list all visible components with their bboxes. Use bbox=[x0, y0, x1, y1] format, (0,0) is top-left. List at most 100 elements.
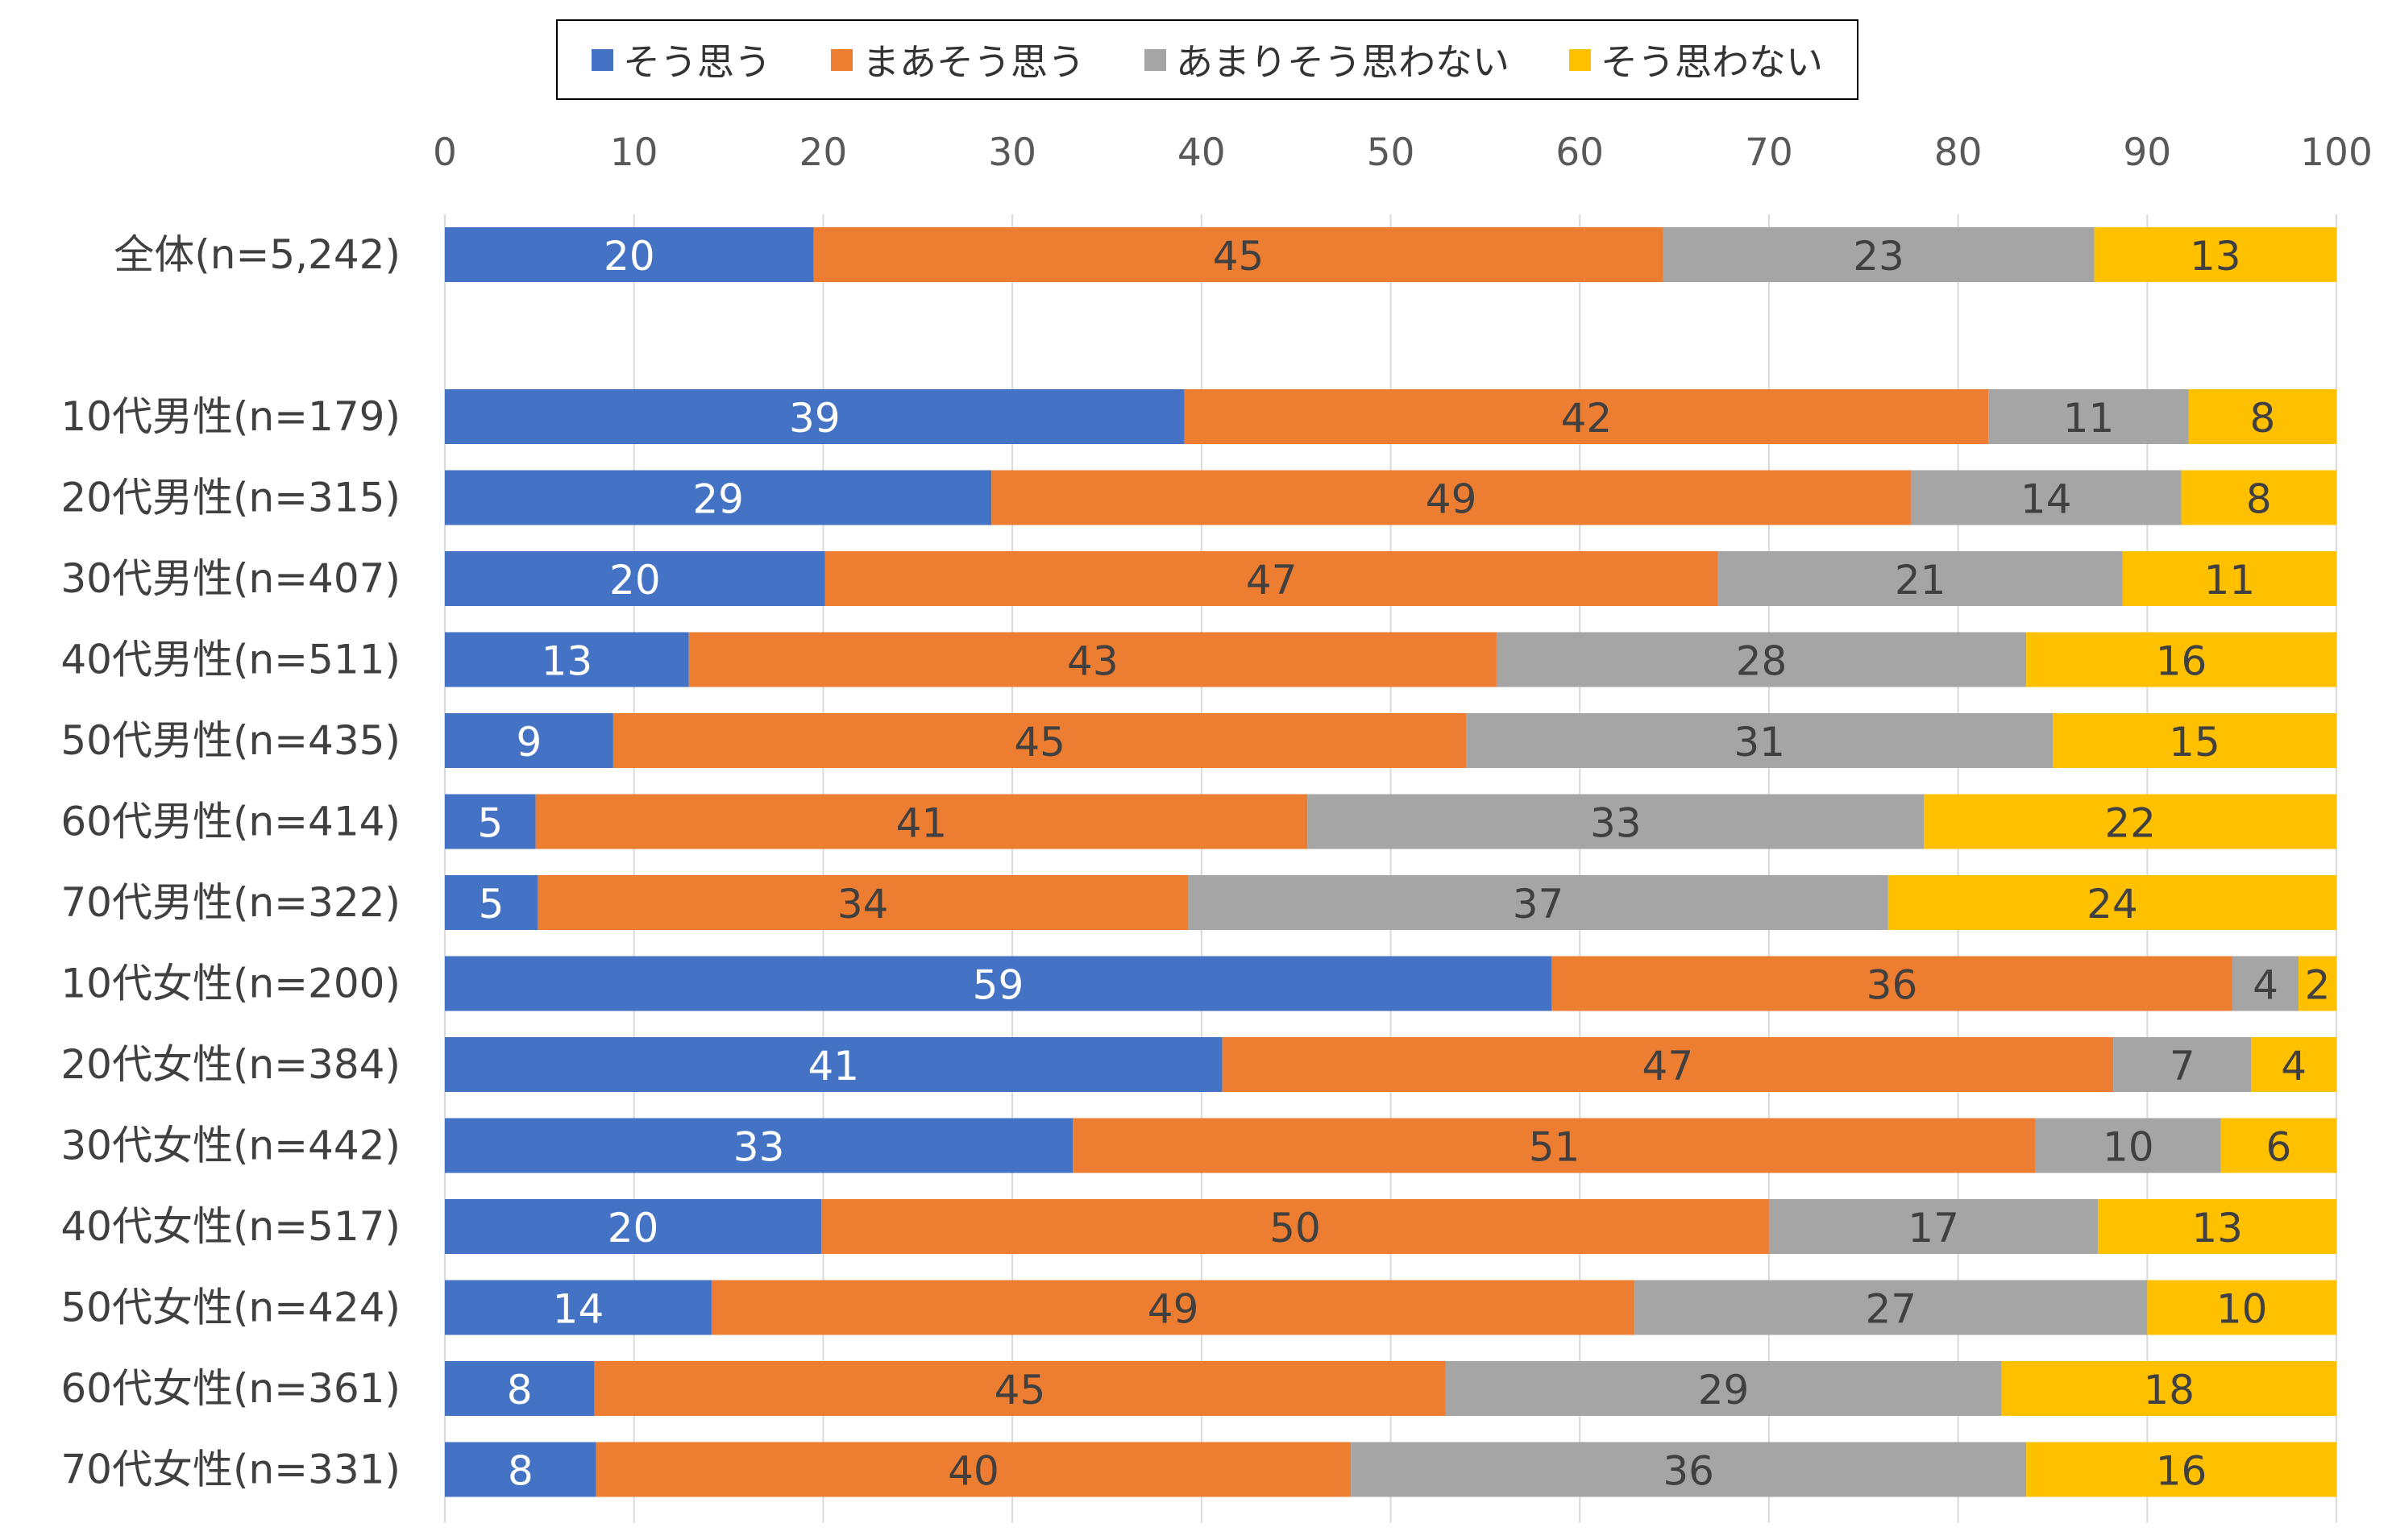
data-label: 24 bbox=[2087, 881, 2138, 928]
data-label: 47 bbox=[1246, 557, 1298, 604]
data-label: 15 bbox=[2169, 719, 2220, 766]
data-label: 49 bbox=[1148, 1286, 1199, 1333]
category-label: 10代男性(n=179) bbox=[60, 393, 401, 440]
bar-segment bbox=[535, 794, 1308, 849]
data-label: 31 bbox=[1734, 719, 1785, 766]
bar-segment bbox=[613, 713, 1467, 768]
data-label: 16 bbox=[2156, 638, 2207, 685]
bar-segment bbox=[1445, 1361, 2002, 1416]
data-label: 23 bbox=[1853, 233, 1904, 280]
x-tick-label: 90 bbox=[2123, 131, 2171, 175]
data-label: 14 bbox=[553, 1286, 604, 1333]
bar-segment bbox=[1910, 470, 2182, 525]
category-label: 70代男性(n=322) bbox=[60, 879, 401, 926]
data-label: 7 bbox=[2170, 1043, 2195, 1090]
bar-segment bbox=[1307, 794, 1925, 849]
bar-segment bbox=[445, 1199, 822, 1254]
bar-segment bbox=[1188, 875, 1888, 930]
data-label: 34 bbox=[837, 881, 889, 928]
data-label: 17 bbox=[1908, 1205, 1959, 1252]
data-label: 29 bbox=[692, 476, 744, 523]
data-label: 5 bbox=[479, 881, 505, 928]
data-label: 10 bbox=[2216, 1286, 2268, 1333]
bar-segment bbox=[538, 875, 1189, 930]
bars bbox=[445, 227, 2336, 1497]
data-label: 11 bbox=[2063, 395, 2115, 442]
legend-swatch-series-4 bbox=[1569, 48, 1591, 71]
legend-label-series-2: まあそう思う bbox=[862, 40, 1085, 84]
chart-legend: そう思う まあそう思う あまりそう思わない そう思わない bbox=[556, 19, 1858, 100]
bar-segment bbox=[445, 956, 1551, 1011]
bar-segment bbox=[596, 1442, 1352, 1497]
category-label: 40代男性(n=511) bbox=[60, 637, 401, 683]
bar-segment bbox=[445, 713, 613, 768]
data-label: 22 bbox=[2104, 800, 2156, 847]
data-label: 8 bbox=[2250, 395, 2276, 442]
data-label: 2 bbox=[2305, 962, 2331, 1009]
bar-segment bbox=[2220, 1118, 2336, 1173]
bar-segment bbox=[445, 470, 992, 525]
x-tick-label: 30 bbox=[988, 131, 1036, 175]
bar-segment bbox=[445, 227, 814, 282]
data-label: 50 bbox=[1269, 1205, 1321, 1252]
data-label: 40 bbox=[948, 1448, 999, 1495]
data-label: 21 bbox=[1895, 557, 1946, 604]
bar-segment bbox=[1717, 551, 2123, 606]
category-label: 全体(n=5,242) bbox=[114, 231, 401, 278]
category-label: 50代女性(n=424) bbox=[60, 1285, 401, 1331]
x-axis-ticks: 0 10 20 30 40 50 60 70 80 90 100 bbox=[433, 131, 2373, 175]
bar-segment bbox=[2232, 956, 2299, 1011]
bar-segment bbox=[2299, 956, 2336, 1011]
category-label: 40代女性(n=517) bbox=[60, 1203, 401, 1250]
bar-segment bbox=[1351, 1442, 2027, 1497]
x-tick-label: 10 bbox=[610, 131, 658, 175]
data-label: 36 bbox=[1663, 1448, 1714, 1495]
data-label: 4 bbox=[2281, 1043, 2307, 1090]
bar-segment bbox=[2147, 1280, 2336, 1335]
category-label: 30代女性(n=442) bbox=[60, 1123, 401, 1169]
x-tick-label: 100 bbox=[2300, 131, 2373, 175]
bar-segment bbox=[1988, 389, 2189, 444]
x-tick-label: 50 bbox=[1367, 131, 1415, 175]
bar-segment bbox=[445, 875, 538, 930]
data-label: 13 bbox=[542, 638, 593, 685]
bar-segment bbox=[445, 551, 825, 606]
bar-segment bbox=[2094, 227, 2336, 282]
data-label: 43 bbox=[1067, 638, 1119, 685]
data-label: 20 bbox=[608, 1205, 659, 1252]
x-tick-label: 0 bbox=[433, 131, 457, 175]
data-label: 49 bbox=[1426, 476, 1477, 523]
data-label: 45 bbox=[1014, 719, 1065, 766]
data-label: 20 bbox=[604, 233, 655, 280]
bar-segment bbox=[1634, 1280, 2148, 1335]
legend-swatch-series-1 bbox=[592, 48, 613, 71]
category-label: 50代男性(n=435) bbox=[60, 717, 401, 764]
bar-segment bbox=[1924, 794, 2336, 849]
bar-segment bbox=[445, 1037, 1223, 1092]
bar-segment bbox=[2035, 1118, 2221, 1173]
data-label: 4 bbox=[2253, 962, 2278, 1009]
data-label: 8 bbox=[508, 1448, 534, 1495]
data-label: 5 bbox=[477, 800, 503, 847]
legend-label-series-1: そう思う bbox=[623, 40, 771, 84]
bar-segment bbox=[445, 1280, 712, 1335]
data-label: 36 bbox=[1867, 962, 1918, 1009]
bar-segment bbox=[445, 632, 689, 687]
bar-segment bbox=[445, 1118, 1073, 1173]
bar-segment bbox=[1768, 1199, 2099, 1254]
data-label: 8 bbox=[2246, 476, 2272, 523]
bar-segment bbox=[1887, 875, 2336, 930]
data-label: 13 bbox=[2190, 233, 2241, 280]
legend-item-series-2: まあそう思う bbox=[831, 33, 1085, 86]
bar-segment bbox=[1496, 632, 2027, 687]
data-label: 14 bbox=[2020, 476, 2072, 523]
bar-segment bbox=[2098, 1199, 2336, 1254]
x-tick-label: 60 bbox=[1555, 131, 1604, 175]
legend-label-series-4: そう思わない bbox=[1601, 40, 1823, 84]
data-label: 39 bbox=[789, 395, 841, 442]
category-label: 30代男性(n=407) bbox=[60, 555, 401, 602]
data-label: 51 bbox=[1529, 1124, 1580, 1171]
data-label: 41 bbox=[896, 800, 948, 847]
